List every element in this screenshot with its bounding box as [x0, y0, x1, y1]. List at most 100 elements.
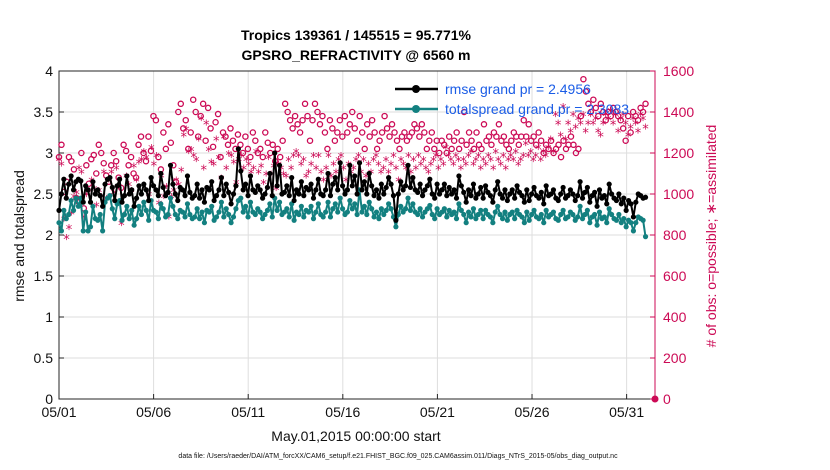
totalspread-point: [429, 211, 435, 218]
rmse-point: [199, 187, 205, 193]
assimilated-obs-point: *: [56, 155, 63, 170]
totalspread-point: [335, 209, 341, 215]
rmse-point: [388, 181, 394, 187]
totalspread-point: [226, 211, 232, 218]
assimilated-obs-point: *: [453, 151, 460, 166]
totalspread-point: [136, 203, 142, 209]
possible-obs-point: [249, 129, 257, 136]
assimilated-obs-point: *: [290, 151, 297, 166]
totalspread-point: [446, 207, 452, 213]
possible-obs-point: [93, 170, 100, 177]
possible-obs-point: [324, 145, 331, 153]
assimilated-obs-point: *: [360, 155, 367, 170]
totalspread-point: [269, 214, 275, 220]
rmse-point: [446, 184, 452, 191]
assimilated-obs-point: *: [228, 151, 235, 166]
rmse-point: [504, 197, 510, 204]
totalspread-point: [487, 214, 494, 220]
totalspread-point: [201, 220, 208, 226]
totalspread-point: [70, 207, 77, 213]
assimilated-obs-point: *: [76, 163, 83, 178]
totalspread-point: [66, 211, 72, 218]
assimilated-obs-point: *: [535, 143, 542, 158]
totalspread-point: [243, 203, 249, 209]
possible-obs-point: [421, 129, 428, 136]
rmse-point: [521, 199, 527, 205]
totalspread-point: [107, 193, 113, 199]
assimilated-obs-point: *: [607, 106, 614, 121]
possible-obs-point: [212, 119, 219, 126]
possible-obs-point: [344, 129, 351, 136]
possible-obs-point: [366, 133, 373, 140]
assimilated-obs-point: *: [612, 110, 619, 125]
rmse-point: [376, 195, 382, 201]
rmse-point: [136, 183, 142, 189]
possible-obs-point: [426, 137, 433, 144]
rmse-point: [575, 193, 581, 199]
possible-obs-point: [262, 129, 269, 136]
possible-obs-point: [585, 100, 592, 108]
totalspread-point: [584, 207, 590, 213]
assimilated-obs-point: *: [580, 110, 587, 125]
totalspread-point: [73, 195, 79, 201]
possible-obs-point: [391, 129, 398, 136]
rmse-point: [565, 193, 571, 199]
assimilated-obs-point: *: [478, 163, 485, 178]
totalspread-point: [155, 216, 161, 222]
assimilated-obs-point: *: [223, 163, 230, 178]
totalspread-point: [475, 211, 481, 218]
rmse-point: [238, 168, 244, 174]
assimilated-obs-point: *: [196, 135, 203, 150]
possible-obs-point: [445, 133, 453, 140]
rmse-point: [126, 191, 132, 197]
totalspread-point: [240, 209, 246, 215]
assimilated-obs-point: *: [415, 151, 422, 166]
totalspread-point: [490, 220, 496, 226]
assimilated-obs-point: *: [325, 151, 332, 166]
possible-obs-point: [393, 137, 401, 144]
y-tick-label: 1: [45, 309, 53, 325]
totalspread-point: [398, 203, 404, 209]
rmse-point: [228, 201, 234, 207]
rmse-point: [182, 193, 188, 199]
assimilated-obs-point: *: [61, 215, 68, 230]
possible-obs-point: [269, 141, 276, 149]
rmse-point: [541, 201, 547, 207]
totalspread-point: [315, 201, 321, 207]
rmse-point: [582, 189, 588, 195]
possible-obs-point: [440, 141, 448, 149]
assimilated-obs-point: *: [527, 147, 534, 162]
possible-obs-point: [577, 112, 585, 120]
rmse-point: [531, 184, 537, 191]
totalspread-point: [495, 203, 501, 209]
possible-obs-point: [127, 153, 135, 161]
rmse-point: [216, 187, 222, 193]
totalspread-point: [393, 224, 399, 230]
possible-obs-point: [316, 121, 324, 128]
possible-obs-point: [500, 133, 508, 140]
assimilated-obs-point: *: [635, 127, 642, 142]
totalspread-point: [87, 224, 94, 230]
assimilated-obs-point: *: [433, 151, 440, 166]
rmse-point: [621, 195, 627, 201]
totalspread-point: [453, 216, 460, 222]
assimilated-obs-point: *: [405, 151, 412, 166]
rmse-point: [226, 189, 232, 195]
possible-obs-point: [192, 108, 199, 116]
rmse-point: [201, 199, 208, 205]
possible-obs-point: [453, 129, 460, 136]
assimilated-obs-point: *: [238, 151, 245, 166]
rmse-point: [327, 193, 334, 199]
assimilated-obs-point: *: [572, 122, 579, 137]
assimilated-obs-point: *: [592, 114, 599, 129]
y-tick-label: 0.5: [34, 350, 54, 366]
assimilated-obs-point: *: [373, 151, 380, 166]
possible-obs-point: [284, 108, 291, 116]
rmse-point: [85, 187, 91, 193]
possible-obs-point: [182, 116, 190, 124]
possible-obs-point: [296, 129, 304, 136]
totalspread-point: [100, 228, 106, 234]
possible-obs-point: [184, 145, 192, 153]
possible-obs-point: [242, 133, 249, 140]
possible-obs-point: [356, 112, 363, 120]
